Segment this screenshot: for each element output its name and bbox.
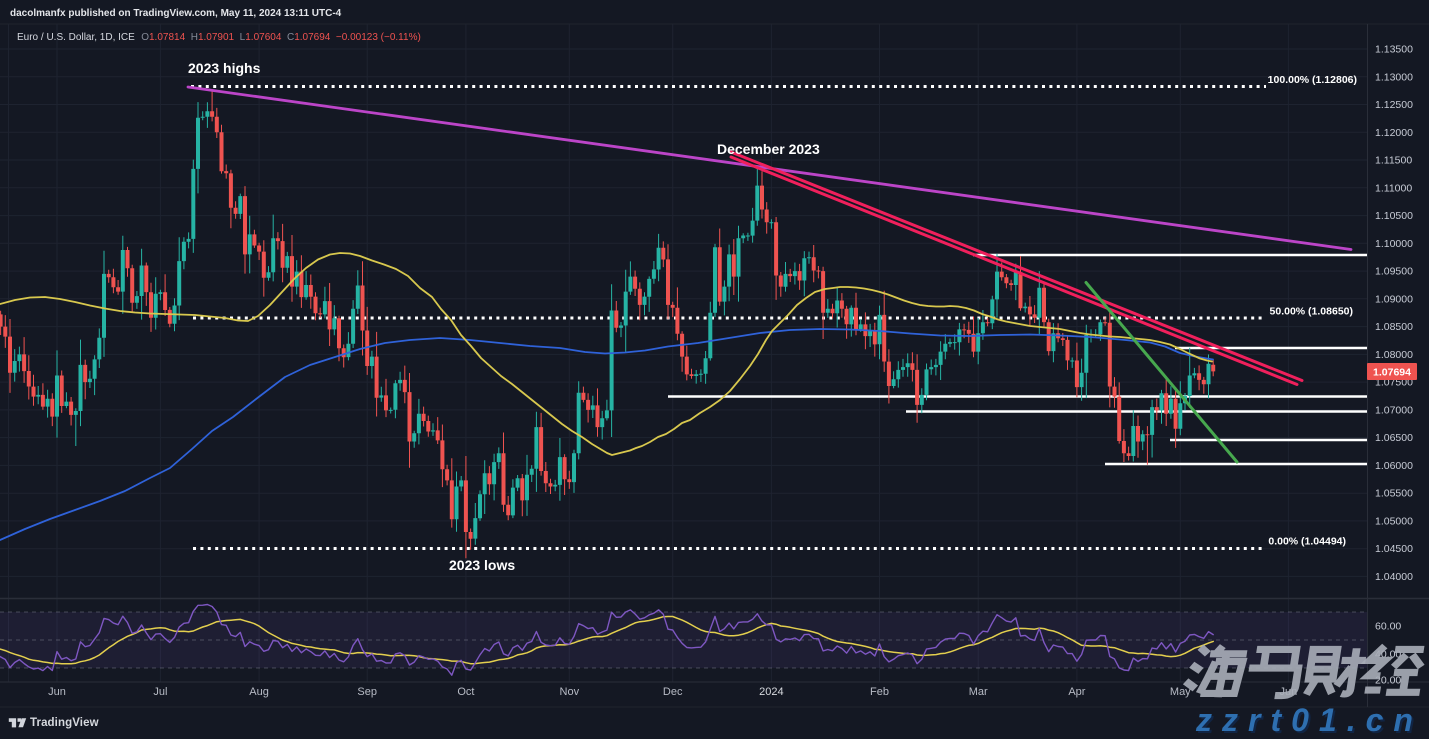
svg-text:2024: 2024 (759, 686, 783, 698)
svg-text:Mar: Mar (969, 686, 988, 698)
svg-text:1.05000: 1.05000 (1375, 515, 1413, 527)
svg-text:20.00: 20.00 (1375, 675, 1401, 687)
svg-text:1.13500: 1.13500 (1375, 44, 1413, 56)
svg-text:1.08500: 1.08500 (1375, 321, 1413, 333)
svg-text:1.06000: 1.06000 (1375, 460, 1413, 472)
svg-text:1.07694: 1.07694 (1373, 367, 1411, 379)
svg-text:1.08000: 1.08000 (1375, 349, 1413, 361)
svg-text:1.04500: 1.04500 (1375, 543, 1413, 555)
svg-text:50.00% (1.08650): 50.00% (1.08650) (1270, 306, 1353, 318)
svg-text:Feb: Feb (870, 686, 889, 698)
svg-text:100.00% (1.12806): 100.00% (1.12806) (1268, 74, 1357, 86)
svg-text:60.00: 60.00 (1375, 621, 1401, 633)
svg-text:Dec: Dec (663, 686, 683, 698)
svg-text:1.04000: 1.04000 (1375, 571, 1413, 583)
svg-text:1.07000: 1.07000 (1375, 404, 1413, 416)
svg-text:0.00% (1.04494): 0.00% (1.04494) (1268, 536, 1346, 548)
svg-text:December 2023: December 2023 (717, 141, 820, 157)
svg-text:1.06500: 1.06500 (1375, 432, 1413, 444)
svg-text:Aug: Aug (249, 686, 269, 698)
svg-text:2023 lows: 2023 lows (449, 557, 515, 573)
svg-text:1.05500: 1.05500 (1375, 488, 1413, 500)
svg-text:1.11000: 1.11000 (1375, 182, 1412, 194)
svg-text:Jul: Jul (153, 686, 167, 698)
svg-text:Jun: Jun (48, 686, 66, 698)
svg-text:Sep: Sep (357, 686, 377, 698)
svg-text:1.11500: 1.11500 (1375, 155, 1412, 167)
svg-text:1.09000: 1.09000 (1375, 293, 1413, 305)
svg-text:Nov: Nov (560, 686, 580, 698)
svg-text:1.10000: 1.10000 (1375, 238, 1413, 250)
svg-text:Oct: Oct (457, 686, 474, 698)
svg-text:1.12000: 1.12000 (1375, 127, 1413, 139)
svg-text:May: May (1170, 686, 1191, 698)
svg-text:1.10500: 1.10500 (1375, 210, 1413, 222)
svg-text:2023 highs: 2023 highs (188, 60, 261, 76)
svg-text:1.09500: 1.09500 (1375, 266, 1413, 278)
svg-text:1.12500: 1.12500 (1375, 99, 1413, 111)
svg-text:Apr: Apr (1068, 686, 1085, 698)
svg-text:1.13000: 1.13000 (1375, 71, 1413, 83)
